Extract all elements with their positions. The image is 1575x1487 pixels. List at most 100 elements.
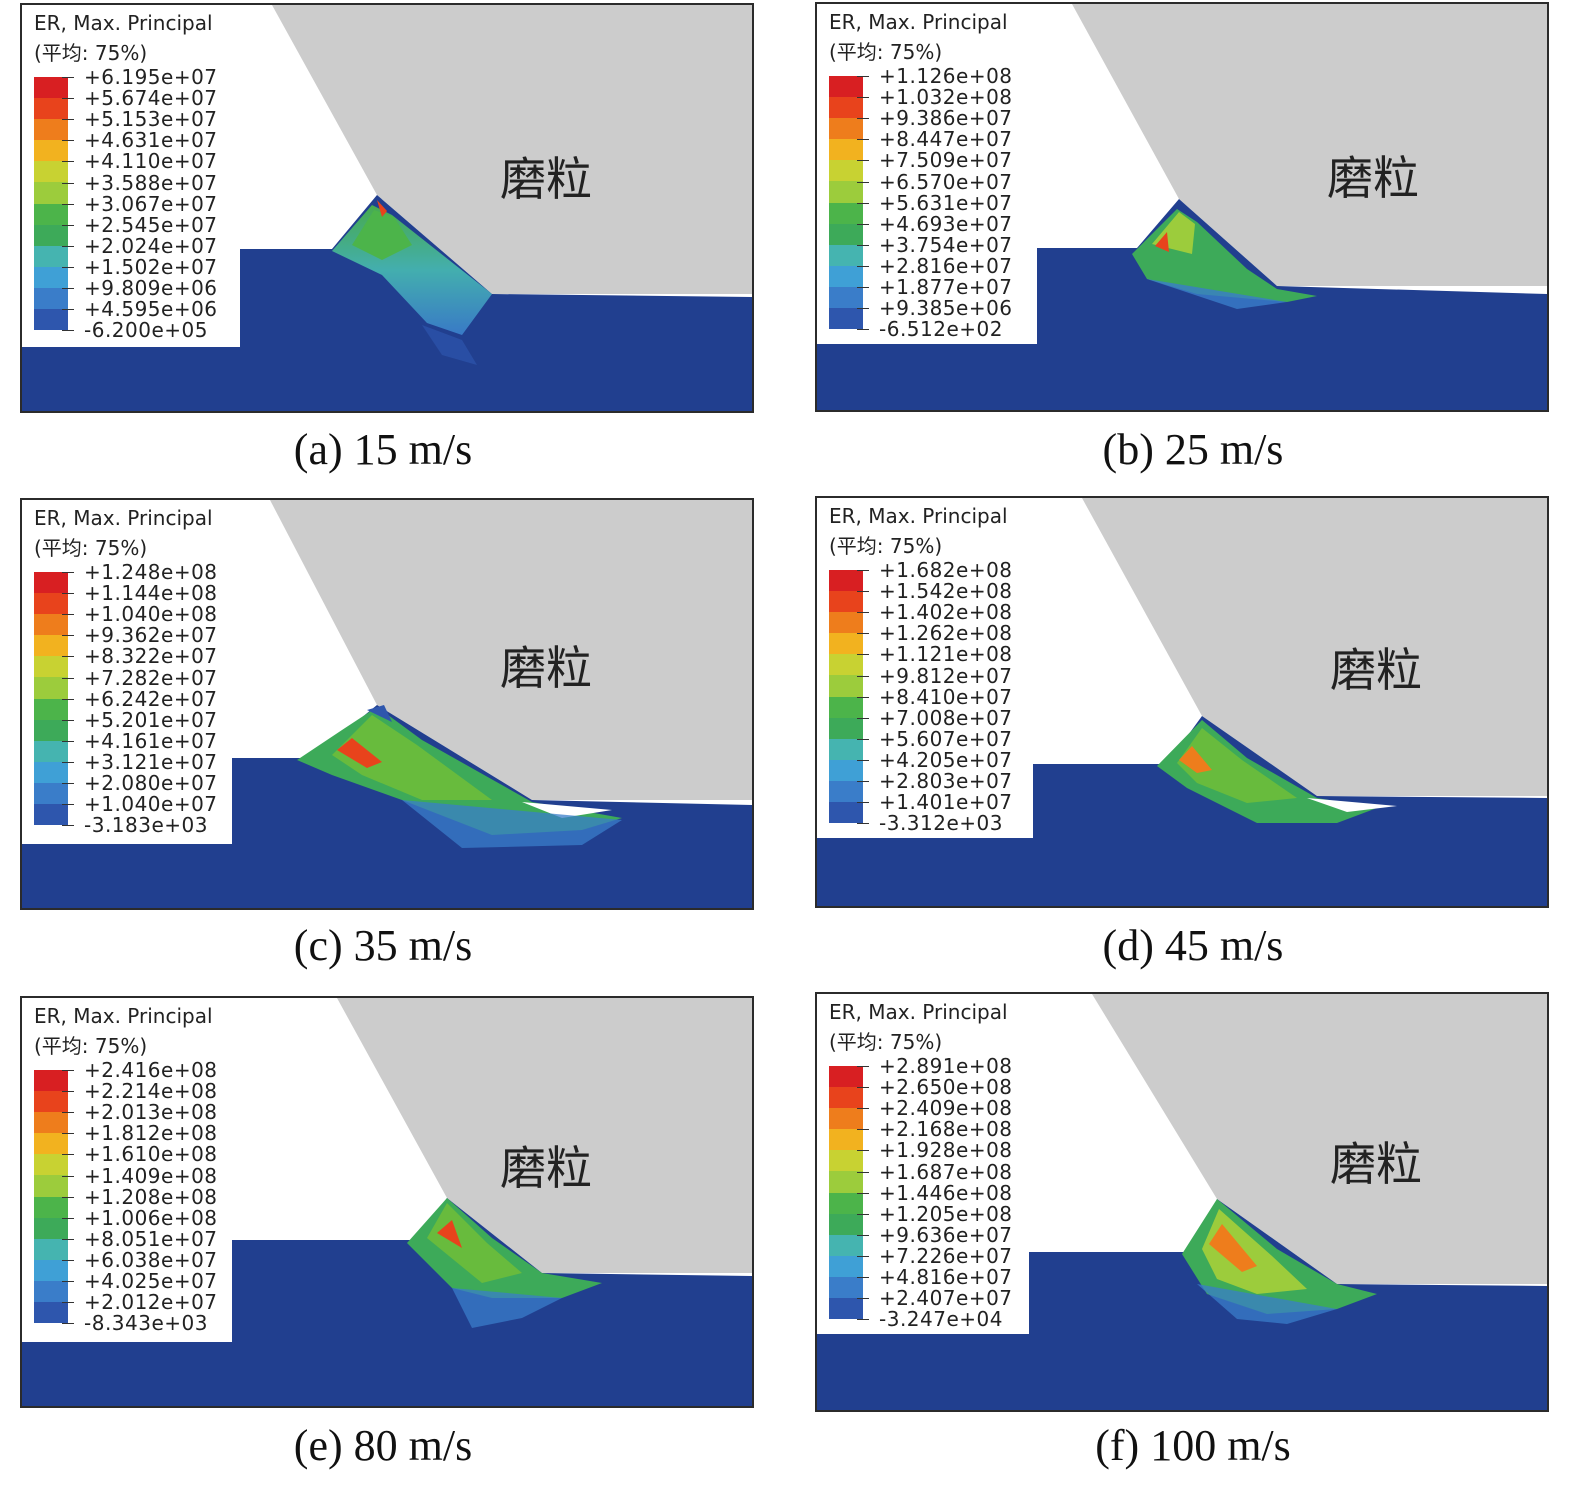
legend-value: +2.013e+08 <box>84 1100 218 1125</box>
legend-c: ER, Max. Principal (平均: 75%) +1.248e+08 +1.… <box>22 500 232 844</box>
grain-shape <box>337 998 752 1273</box>
legend-value: +2.214e+08 <box>84 1079 218 1104</box>
legend-tick <box>857 633 869 635</box>
legend-value: +1.542e+08 <box>879 579 1013 604</box>
legend-value: -3.312e+03 <box>879 811 1003 836</box>
legend-value: +1.248e+08 <box>84 560 218 584</box>
panel-c: ER, Max. Principal (平均: 75%) +1.248e+08 +1.… <box>20 498 754 910</box>
legend-value: +1.006e+08 <box>84 1205 218 1230</box>
legend-tick <box>857 1277 869 1278</box>
legend-swatch <box>829 223 863 245</box>
legend-value: +2.416e+08 <box>84 1058 218 1082</box>
legend-swatch <box>34 1091 68 1113</box>
legend-swatch <box>34 266 68 288</box>
legend-value: +1.812e+08 <box>84 1121 218 1146</box>
legend-a: ER, Max. Principal (平均: 75%) +6.195e+07 +5.… <box>22 5 240 347</box>
caption-d: (d) 45 m/s <box>1102 921 1284 970</box>
legend-tick <box>857 118 869 120</box>
legend-tick <box>62 572 74 573</box>
legend-subtitle: (平均: 75%) <box>34 1034 148 1058</box>
legend-value: +4.631e+07 <box>84 128 218 153</box>
legend-value: +1.032e+08 <box>879 85 1013 110</box>
strain-peak <box>437 1220 462 1248</box>
legend-swatch <box>34 1302 68 1324</box>
legend-subtitle: (平均: 75%) <box>829 1030 943 1054</box>
legend-swatch <box>829 570 863 592</box>
legend-tick <box>62 1238 74 1240</box>
legend-swatch <box>829 675 863 697</box>
legend-tick <box>857 1192 869 1194</box>
legend-swatch <box>34 1070 68 1092</box>
legend-swatch <box>829 139 863 161</box>
legend-value: +1.262e+08 <box>879 621 1013 646</box>
legend-value: +1.144e+08 <box>84 581 218 606</box>
legend-tick <box>62 1070 74 1071</box>
legend-tick <box>857 1255 869 1257</box>
legend-swatch <box>829 202 863 224</box>
panel-f: ER, Max. Principal (平均: 75%) +2.891e+08 +2.… <box>815 992 1549 1412</box>
legend-swatch <box>829 1298 863 1320</box>
legend-value: +1.877e+07 <box>879 275 1013 299</box>
legend-value: +2.891e+08 <box>879 1054 1013 1078</box>
legend-tick <box>62 804 74 806</box>
legend-tick <box>857 139 869 141</box>
grain-label: 磨粒 <box>1330 643 1422 697</box>
legend-value: +1.040e+08 <box>84 602 218 627</box>
legend-tick <box>62 1259 74 1261</box>
legend-value: -6.512e+02 <box>879 317 1003 342</box>
legend-tick <box>62 1217 74 1219</box>
legend-value: +1.205e+08 <box>879 1201 1013 1226</box>
legend-value: +1.928e+08 <box>879 1138 1013 1163</box>
legend-value: +6.195e+07 <box>84 65 218 89</box>
legend-tick <box>857 308 869 310</box>
legend-swatch <box>34 1280 68 1303</box>
legend-swatch <box>829 1129 863 1151</box>
legend-tick <box>62 825 74 827</box>
legend-tick <box>857 1319 869 1321</box>
legend-color-bar <box>34 572 68 826</box>
legend-tick <box>857 329 869 331</box>
legend-tick <box>62 719 74 721</box>
legend-value: +2.407e+07 <box>879 1286 1013 1311</box>
legend-tick <box>857 244 869 246</box>
legend-tick <box>62 245 74 247</box>
legend-swatch <box>829 1066 863 1088</box>
legend-swatch <box>34 635 68 657</box>
legend-subtitle: (平均: 75%) <box>829 40 943 64</box>
legend-tick <box>62 1154 74 1156</box>
legend-value: +2.816e+07 <box>879 253 1013 278</box>
legend-color-bar <box>829 76 863 330</box>
legend-value: +3.588e+07 <box>84 170 218 195</box>
legend-tick <box>857 654 869 656</box>
legend-value: +2.545e+07 <box>84 212 218 237</box>
legend-swatch <box>34 677 68 699</box>
legend-e: ER, Max. Principal (平均: 75%) +2.416e+08 +2.… <box>22 998 232 1342</box>
legend-value: +5.201e+07 <box>84 707 218 732</box>
legend-swatch <box>34 98 68 120</box>
panel-a: ER, Max. Principal (平均: 75%) +6.195e+07 +5.… <box>20 3 754 413</box>
legend-swatch <box>34 161 68 183</box>
legend-tick <box>857 675 869 677</box>
grain-shape <box>1082 498 1547 796</box>
legend-value: -3.247e+04 <box>879 1307 1003 1332</box>
legend-swatch <box>829 1234 863 1256</box>
legend-tick <box>62 614 74 616</box>
strain-tail <box>1197 1284 1337 1324</box>
legend-swatch <box>34 1175 68 1197</box>
legend-tick <box>62 1175 74 1177</box>
legend-value: +3.121e+07 <box>84 749 218 774</box>
legend-tick <box>857 802 869 804</box>
legend-value: +1.208e+08 <box>84 1184 218 1209</box>
legend-swatch <box>829 97 863 119</box>
legend-tick <box>857 1129 869 1131</box>
legend-swatch <box>34 182 68 204</box>
legend-swatch <box>34 1112 68 1134</box>
strain-zone-mid <box>332 715 492 800</box>
legend-b: ER, Max. Principal (平均: 75%) +1.126e+08 +1.… <box>817 4 1037 344</box>
legend-swatch <box>829 1255 863 1277</box>
legend-swatch <box>34 740 68 762</box>
legend-swatch <box>34 698 68 720</box>
grain-label: 磨粒 <box>1327 151 1419 205</box>
strain-tail <box>402 800 622 848</box>
legend-value: +1.687e+08 <box>879 1159 1013 1184</box>
